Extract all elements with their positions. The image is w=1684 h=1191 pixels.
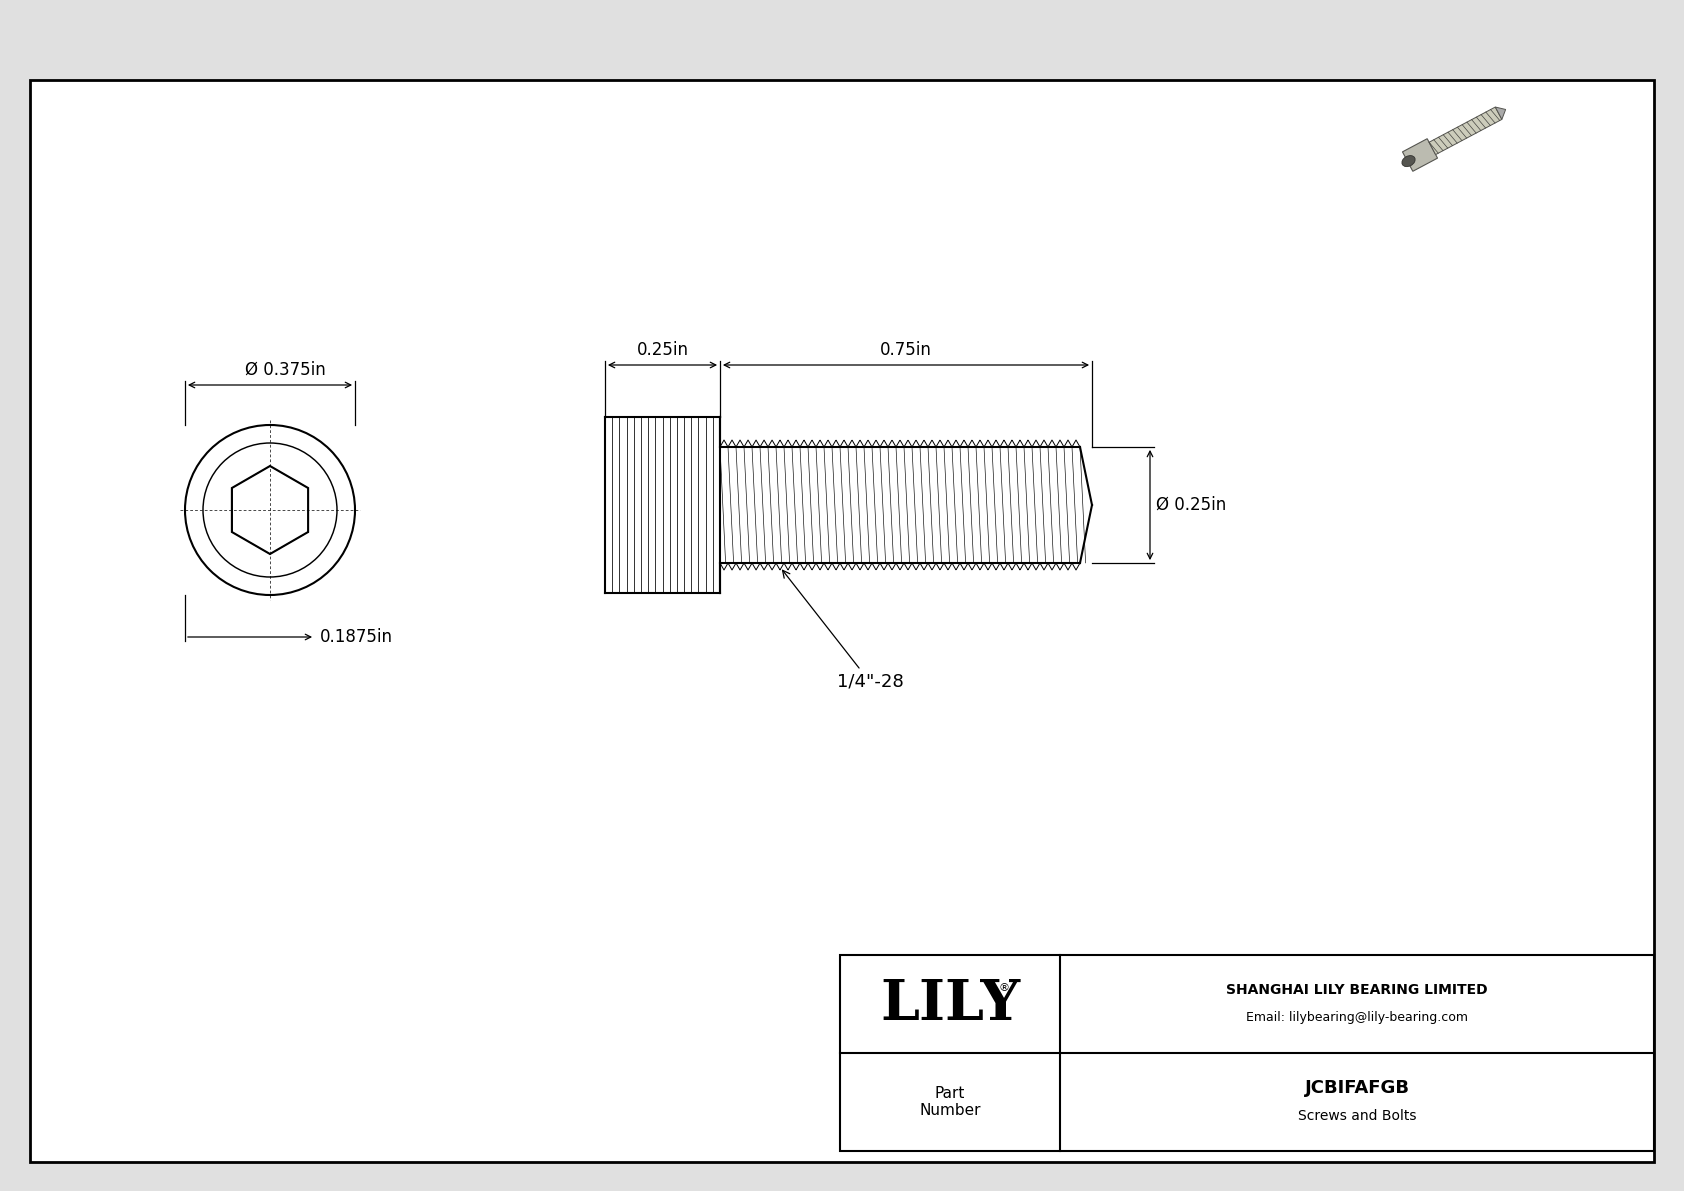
Bar xyxy=(840,955,1654,1151)
Text: Ø 0.25in: Ø 0.25in xyxy=(1155,495,1226,515)
Text: SHANGHAI LILY BEARING LIMITED: SHANGHAI LILY BEARING LIMITED xyxy=(1226,983,1487,997)
Ellipse shape xyxy=(1401,156,1415,167)
Text: ®: ® xyxy=(999,983,1009,993)
Polygon shape xyxy=(1403,138,1438,172)
Polygon shape xyxy=(1495,107,1505,119)
Text: 1/4"-28: 1/4"-28 xyxy=(783,570,903,691)
Text: LILY: LILY xyxy=(881,977,1021,1031)
Text: Screws and Bolts: Screws and Bolts xyxy=(1298,1109,1416,1123)
Text: JCBIFAFGB: JCBIFAFGB xyxy=(1305,1079,1410,1097)
Text: 0.1875in: 0.1875in xyxy=(320,628,392,646)
Text: 0.75in: 0.75in xyxy=(881,341,931,358)
Text: Ø 0.375in: Ø 0.375in xyxy=(244,361,325,379)
Text: 0.25in: 0.25in xyxy=(637,341,689,358)
Text: Part
Number: Part Number xyxy=(919,1086,980,1118)
Polygon shape xyxy=(1430,107,1502,155)
Text: Email: lilybearing@lily-bearing.com: Email: lilybearing@lily-bearing.com xyxy=(1246,1011,1468,1024)
